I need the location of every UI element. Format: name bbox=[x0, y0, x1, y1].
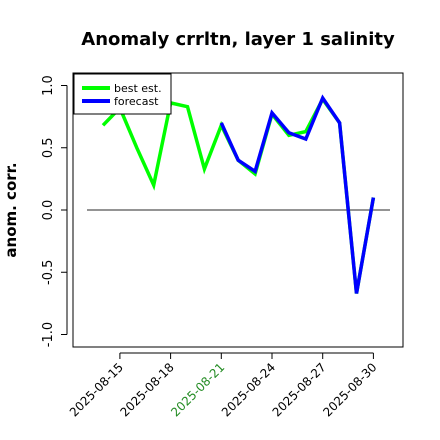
series-line-best-est bbox=[101, 95, 376, 294]
y-tick-label: 0.5 bbox=[41, 137, 56, 158]
chart-title: Anomaly crrltn, layer 1 salinity bbox=[81, 29, 395, 50]
legend: best est. forecast bbox=[73, 73, 172, 115]
y-tick-label: 1.0 bbox=[41, 75, 56, 96]
legend-label-forecast: forecast bbox=[114, 95, 159, 108]
x-tick-label: 2025-08-30 bbox=[320, 360, 379, 419]
plot-frame bbox=[72, 72, 404, 348]
series-line-forecast bbox=[219, 94, 376, 294]
y-axis-label: anom. corr. bbox=[2, 162, 20, 257]
legend-box bbox=[73, 73, 172, 115]
y-tick-label: -0.5 bbox=[41, 260, 56, 285]
y-tick-label: 0.0 bbox=[41, 200, 56, 221]
y-tick-label: -1.0 bbox=[41, 322, 56, 347]
legend-label-best-est: best est. bbox=[114, 82, 162, 95]
